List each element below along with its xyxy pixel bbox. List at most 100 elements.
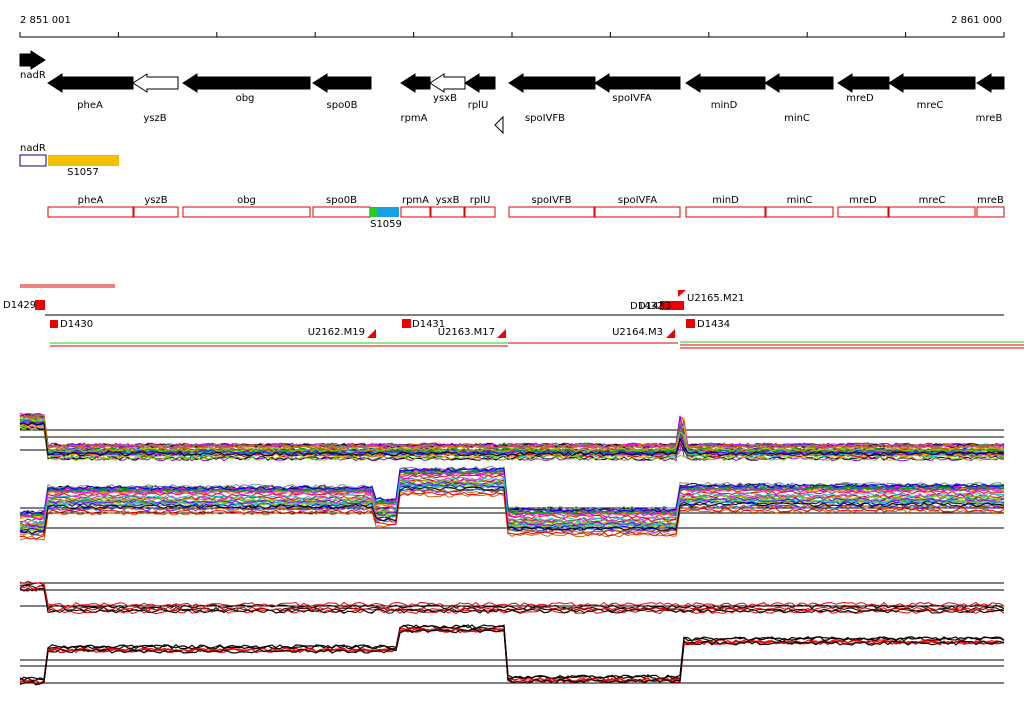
annotation-label: ysxB [436, 195, 460, 206]
gene-label: mreD [846, 93, 874, 104]
annotation-box [464, 206, 496, 218]
gene-arrow [132, 73, 179, 93]
expression-profile [19, 414, 1005, 449]
gene-label: mreB [976, 113, 1003, 124]
ruler-end: 2 861 000 [951, 15, 1002, 26]
marker [367, 329, 376, 338]
region-label: nadR [20, 143, 46, 154]
marker-label: D1430 [60, 319, 93, 330]
marker [686, 319, 695, 328]
marker-label: D1433 [638, 301, 671, 312]
annotation-label: spo0B [326, 195, 357, 206]
expression-profile [19, 628, 1005, 686]
expression-profile [19, 426, 1005, 462]
expression-profile [19, 413, 1005, 449]
gene-label: nadR [20, 70, 46, 81]
gene-label: spoIVFB [525, 113, 565, 124]
expression-profile [19, 472, 1005, 520]
gene-arrow [685, 73, 766, 93]
expression-profile [19, 479, 1005, 527]
gene-label: yszB [143, 113, 166, 124]
marker [497, 329, 506, 338]
marker-label: D1432 [630, 301, 663, 312]
marker [35, 300, 45, 310]
expression-profile [19, 421, 1005, 457]
annotation-label: mreD [849, 195, 877, 206]
expression-profile [19, 475, 1005, 524]
gene-label: ysxB [433, 93, 457, 104]
expression-profile [19, 418, 1005, 454]
gene-label: minC [784, 113, 810, 124]
gene-arrow [19, 50, 46, 70]
expression-profile [19, 491, 1005, 540]
annotation-box [182, 206, 311, 218]
expression-profile [19, 624, 1005, 682]
expression-profile [19, 471, 1005, 520]
gene-arrow [400, 73, 431, 93]
annotation-box [594, 206, 681, 218]
expression-profile [19, 483, 1005, 531]
marker-label: D1429 [3, 300, 36, 311]
gene-label: rplU [468, 100, 489, 111]
expression-profile [19, 417, 1005, 453]
expression-profile [19, 627, 1005, 685]
marker [660, 301, 684, 310]
expression-profile [19, 582, 1005, 610]
gene-label: mreC [917, 100, 944, 111]
marker-label: U2163.M17 [438, 327, 495, 338]
gene-arrow [764, 73, 834, 93]
ruler-start: 2 851 001 [20, 15, 71, 26]
expression-profile [19, 467, 1005, 516]
region-box [48, 155, 119, 166]
gene-arrow [837, 73, 890, 93]
marker [402, 319, 411, 328]
annotation-box [370, 207, 377, 217]
marker [666, 329, 675, 338]
annotation-box [765, 206, 834, 218]
gene-arrow [47, 73, 134, 93]
region-box [19, 154, 47, 167]
region-label: S1057 [67, 167, 99, 178]
annotation-label: mreB [977, 195, 1004, 206]
gene-arrow [888, 73, 976, 93]
marker-label: U2162.M19 [308, 327, 365, 338]
expression-profile [19, 418, 1005, 453]
gene-label: pheA [77, 100, 103, 111]
gene-arrow [312, 73, 372, 93]
expression-profile [19, 480, 1005, 528]
annotation-label: mreC [919, 195, 946, 206]
annotation-label: rplU [470, 195, 491, 206]
annotation-box [888, 206, 976, 218]
gene-label: spoIVFA [612, 93, 651, 104]
gene-arrow [976, 73, 1005, 93]
annotation-label: pheA [78, 195, 104, 206]
annotation-label: spoIVFB [531, 195, 571, 206]
gene-arrow [508, 73, 596, 93]
gene-label: obg [236, 93, 255, 104]
gene-label: rpmA [400, 113, 427, 124]
expression-profile [19, 413, 1005, 449]
expression-profile [19, 628, 1005, 686]
annotation-label: S1059 [370, 219, 402, 230]
expression-profile [19, 413, 1005, 449]
annotation-label: rpmA [402, 195, 429, 206]
annotation-label: yszB [144, 195, 167, 206]
annotation-label: minD [712, 195, 739, 206]
expression-profile [19, 624, 1005, 682]
annotation-label: spoIVFA [618, 195, 657, 206]
small-feature [494, 115, 504, 135]
expression-profile [19, 587, 1005, 614]
annotation-label: obg [237, 195, 256, 206]
expression-profile [19, 627, 1005, 684]
marker [50, 320, 58, 328]
annotation-box [837, 206, 889, 218]
annotation-box [400, 206, 431, 218]
marker-label: D1434 [697, 319, 730, 330]
marker-label: U2164.M3 [612, 327, 663, 338]
annotation-box [976, 206, 1005, 218]
annotation-label: minC [787, 195, 813, 206]
annotation-box [377, 207, 399, 217]
marker-label: D1431 [412, 319, 445, 330]
